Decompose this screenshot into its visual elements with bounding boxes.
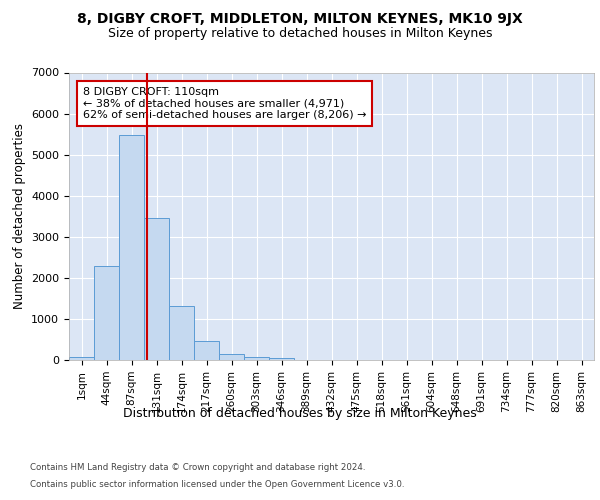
Text: Size of property relative to detached houses in Milton Keynes: Size of property relative to detached ho… [108,28,492,40]
Bar [119,136,144,360]
Text: Contains HM Land Registry data © Crown copyright and database right 2024.: Contains HM Land Registry data © Crown c… [30,462,365,471]
Text: 8, DIGBY CROFT, MIDDLETON, MILTON KEYNES, MK10 9JX: 8, DIGBY CROFT, MIDDLETON, MILTON KEYNES… [77,12,523,26]
Bar [94,266,119,360]
Y-axis label: Number of detached properties: Number of detached properties [13,123,26,309]
Bar [269,358,294,360]
Bar [194,340,219,360]
Text: 8 DIGBY CROFT: 110sqm
← 38% of detached houses are smaller (4,971)
62% of semi-d: 8 DIGBY CROFT: 110sqm ← 38% of detached … [83,87,366,120]
Bar [144,218,169,360]
Text: Distribution of detached houses by size in Milton Keynes: Distribution of detached houses by size … [123,408,477,420]
Bar [69,356,94,360]
Text: Contains public sector information licensed under the Open Government Licence v3: Contains public sector information licen… [30,480,404,489]
Bar [169,306,194,360]
Bar [244,356,269,360]
Bar [219,354,244,360]
